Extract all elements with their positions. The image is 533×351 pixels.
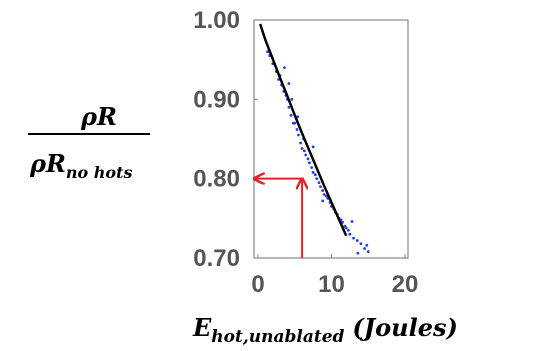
scatter-point	[308, 161, 311, 165]
x-label-unit: (Joules)	[352, 313, 457, 342]
y-label-denominator-main: ρR	[29, 149, 66, 178]
scatter-point	[356, 251, 360, 255]
scatter-point	[289, 113, 293, 117]
scatter-point	[290, 97, 294, 101]
scatter-point	[300, 147, 304, 150]
scatter-point	[365, 243, 369, 247]
y-label-denominator-sub: no hots	[66, 163, 133, 182]
scatter-point	[302, 149, 306, 153]
scatter-point	[363, 247, 366, 250]
scatter-point	[315, 177, 319, 181]
x-label: Ehot,unablated (Joules)	[192, 313, 458, 347]
y-label-numerator: ρR	[80, 102, 117, 131]
scatter-point	[311, 145, 315, 149]
scatter-point	[304, 153, 308, 157]
scatter-point	[283, 66, 286, 69]
scatter-point	[366, 250, 370, 254]
x-tick-label: 20	[392, 271, 419, 298]
y-tick-label: 0.70	[193, 245, 240, 272]
scatter-point	[321, 199, 325, 203]
scatter-point	[350, 220, 354, 223]
annotations	[254, 179, 302, 258]
scatter-point	[348, 232, 352, 236]
scatter-point	[321, 189, 325, 192]
x-tick-label: 10	[318, 271, 345, 298]
plot-area	[253, 19, 409, 259]
scatter-point	[287, 82, 291, 85]
fit-line-group	[259, 23, 348, 237]
scatter-point	[306, 157, 310, 161]
scatter-point	[266, 50, 269, 54]
scatter-point	[322, 193, 326, 196]
x-tick-label: 0	[251, 271, 264, 298]
scatter-point	[293, 121, 297, 125]
scatter-point	[355, 239, 359, 242]
scatter-point	[359, 242, 363, 246]
axis-ticks: 0 10 20 1.00 0.90 0.80 0.70	[193, 7, 418, 298]
y-tick-label: 0.80	[193, 166, 240, 193]
scatter-point	[295, 128, 299, 131]
x-label-sub: hot,unablated	[211, 327, 344, 347]
y-label-denominator: ρRno hots	[29, 149, 132, 182]
scatter-point	[310, 166, 314, 169]
scatter-point	[299, 141, 303, 145]
fit-line	[259, 23, 348, 237]
scatter-point	[344, 226, 348, 230]
scatter-point	[313, 173, 317, 177]
scatter-point	[317, 181, 321, 185]
scatter-point	[347, 228, 350, 232]
y-tick-label: 1.00	[193, 7, 240, 34]
x-label-main: E	[192, 313, 212, 342]
y-tick-label: 0.90	[193, 86, 240, 113]
scatter-point	[297, 133, 300, 137]
scatter-point	[352, 236, 355, 240]
scatter-point	[311, 170, 315, 174]
scatter-point	[319, 185, 322, 189]
scatter-point	[287, 105, 291, 109]
